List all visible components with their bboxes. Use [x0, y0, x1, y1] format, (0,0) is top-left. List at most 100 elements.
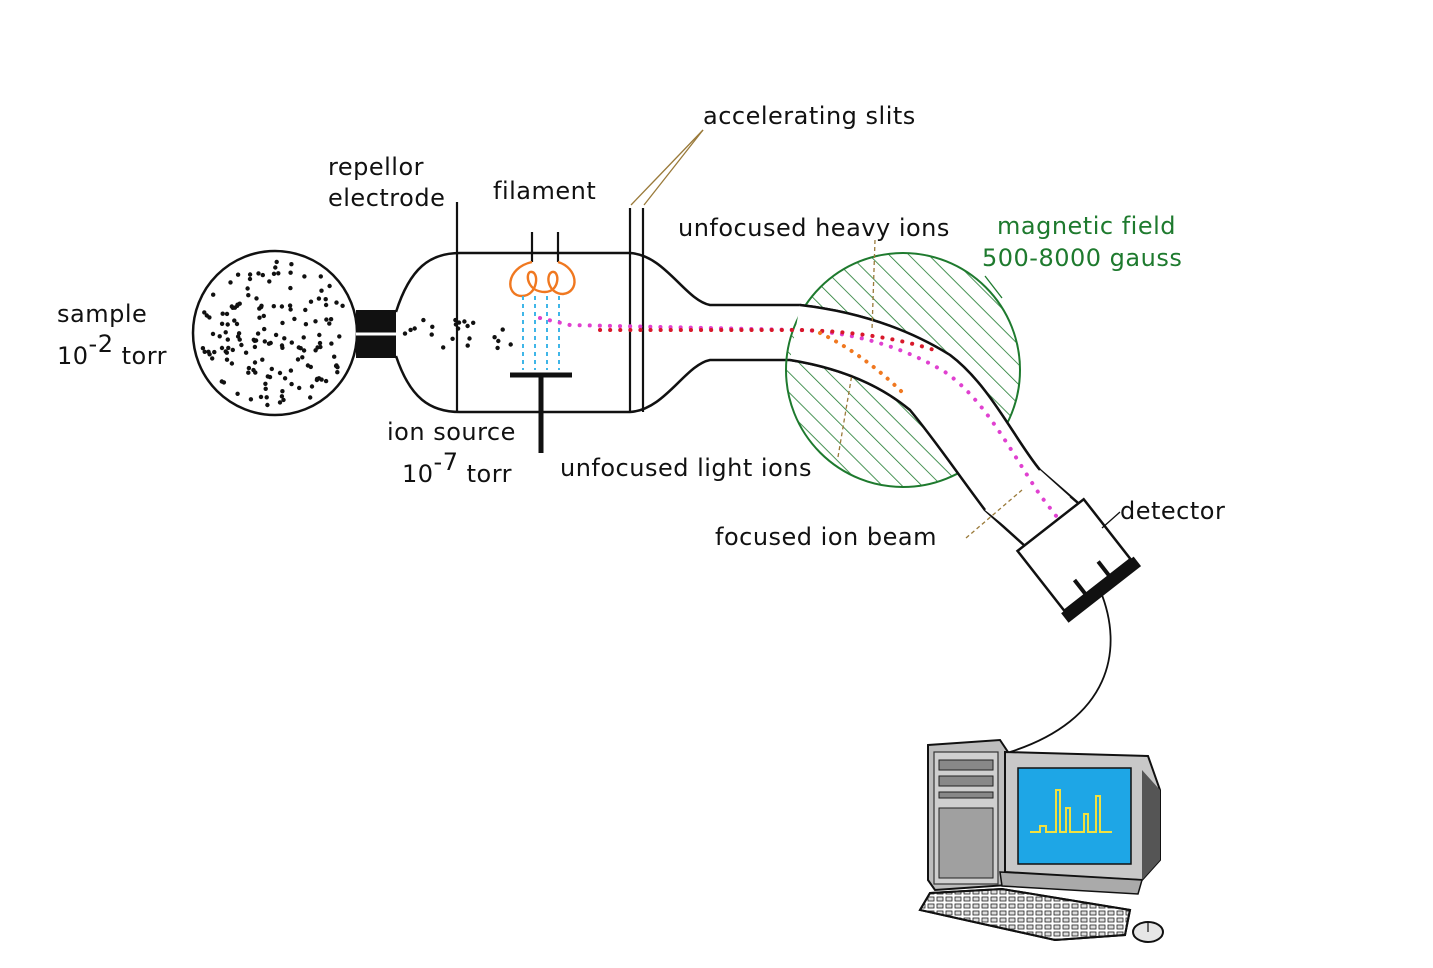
sample-molecule: [232, 318, 237, 323]
sample-molecule: [217, 334, 222, 339]
sample-molecule: [301, 335, 306, 340]
sample-molecule: [279, 304, 285, 309]
sample-molecule: [295, 357, 301, 362]
sample-molecule: [265, 374, 270, 379]
sample-molecule: [279, 343, 285, 348]
inlet-molecule: [429, 332, 434, 337]
sample-molecule: [297, 385, 302, 391]
focused-ion-beam: [538, 316, 1092, 562]
computer-monitor: [999, 750, 1161, 895]
keyboard: [918, 887, 1132, 942]
sample-molecule: [314, 376, 320, 382]
sample-molecule: [219, 321, 225, 326]
sample-molecule: [255, 331, 261, 336]
sample-molecule: [246, 293, 251, 298]
sample-molecule: [251, 367, 256, 373]
sample-molecule: [315, 345, 320, 350]
sample-molecule: [235, 391, 240, 396]
sample-molecule: [263, 381, 268, 386]
sample-molecule: [279, 394, 285, 399]
sample-molecule: [309, 384, 315, 389]
inlet-molecule: [421, 317, 426, 323]
label-filament: filament: [493, 177, 596, 205]
sample-molecule: [274, 259, 279, 265]
label-ion-source: ion source: [387, 418, 516, 446]
inlet-molecule: [402, 331, 408, 336]
ion-source-plate: [510, 372, 572, 453]
sample-molecule: [235, 272, 241, 277]
sample-molecule: [289, 262, 294, 267]
sample-molecule: [324, 317, 329, 322]
sample-molecule: [288, 368, 294, 373]
label-unfocused-light-ions: unfocused light ions: [560, 454, 812, 482]
sample-molecule: [317, 332, 322, 338]
sample-molecule: [280, 389, 285, 394]
sample-molecule: [202, 349, 207, 354]
sample-molecule: [288, 270, 293, 275]
inlet-molecule: [508, 342, 513, 347]
filament: [509, 232, 576, 298]
sample-molecules: [200, 259, 345, 408]
sample-molecule: [261, 313, 266, 319]
computer: [918, 738, 1164, 943]
sample-molecule: [313, 319, 318, 324]
mouse: [1132, 921, 1164, 943]
sample-molecule: [334, 300, 339, 305]
sample-molecule: [220, 311, 225, 316]
sample-molecule: [282, 376, 288, 381]
inlet-molecule: [496, 338, 501, 344]
sample-molecule: [245, 286, 250, 291]
sample-molecule: [280, 320, 285, 326]
sample-molecule: [225, 337, 230, 342]
label-magnetic-field: magnetic field: [997, 212, 1176, 240]
sample-molecule: [288, 307, 293, 312]
light-ion-beam: [818, 331, 907, 397]
sample-molecule: [267, 279, 272, 284]
sample-molecule: [211, 292, 216, 297]
sample-molecule: [300, 355, 305, 360]
sample-molecule: [207, 352, 212, 357]
sample-molecule: [260, 357, 265, 362]
inlet-valve: [356, 310, 396, 358]
label-unfocused-heavy-ions: unfocused heavy ions: [678, 214, 950, 242]
sample-molecule: [225, 322, 230, 327]
sample-molecule: [316, 296, 322, 301]
label-sample: sample: [57, 300, 147, 328]
accelerating-slits: [628, 208, 645, 412]
sample-molecule: [259, 303, 264, 308]
sample-molecule: [230, 347, 235, 353]
sample-molecule: [271, 304, 276, 309]
sample-molecule: [277, 370, 283, 376]
sample-molecule: [269, 366, 274, 372]
inlet-molecule: [500, 327, 505, 332]
sample-molecule: [246, 365, 252, 371]
label-magnetic-field-strength: 500-8000 gauss: [982, 244, 1182, 272]
sample-molecule: [243, 350, 249, 355]
inlet-molecule: [465, 323, 470, 329]
sample-molecule: [234, 321, 240, 327]
sample-molecule: [257, 315, 262, 320]
detector-cable: [1009, 589, 1112, 753]
sample-molecule: [210, 331, 216, 337]
sample-molecule: [221, 380, 227, 385]
sample-molecule: [224, 311, 230, 317]
inlet-molecule: [495, 345, 500, 351]
sample-molecule: [248, 397, 254, 402]
sample-molecule: [271, 271, 277, 276]
sample-molecule: [229, 361, 235, 366]
sample-molecule: [266, 341, 272, 346]
sample-molecule: [252, 360, 258, 365]
sample-molecule: [224, 357, 230, 362]
sample-molecule: [287, 303, 293, 308]
sample-molecule: [252, 338, 257, 343]
sample-molecule: [296, 345, 301, 350]
label-ion-source-pressure: 10-7 torr: [402, 448, 512, 488]
sample-molecule: [264, 395, 269, 400]
sample-molecule: [288, 285, 293, 291]
sample-molecule: [308, 299, 314, 304]
sample-molecule: [340, 303, 345, 308]
sample-molecule: [292, 316, 297, 322]
label-electrode: electrode: [328, 184, 445, 212]
sample-molecule: [258, 394, 264, 400]
